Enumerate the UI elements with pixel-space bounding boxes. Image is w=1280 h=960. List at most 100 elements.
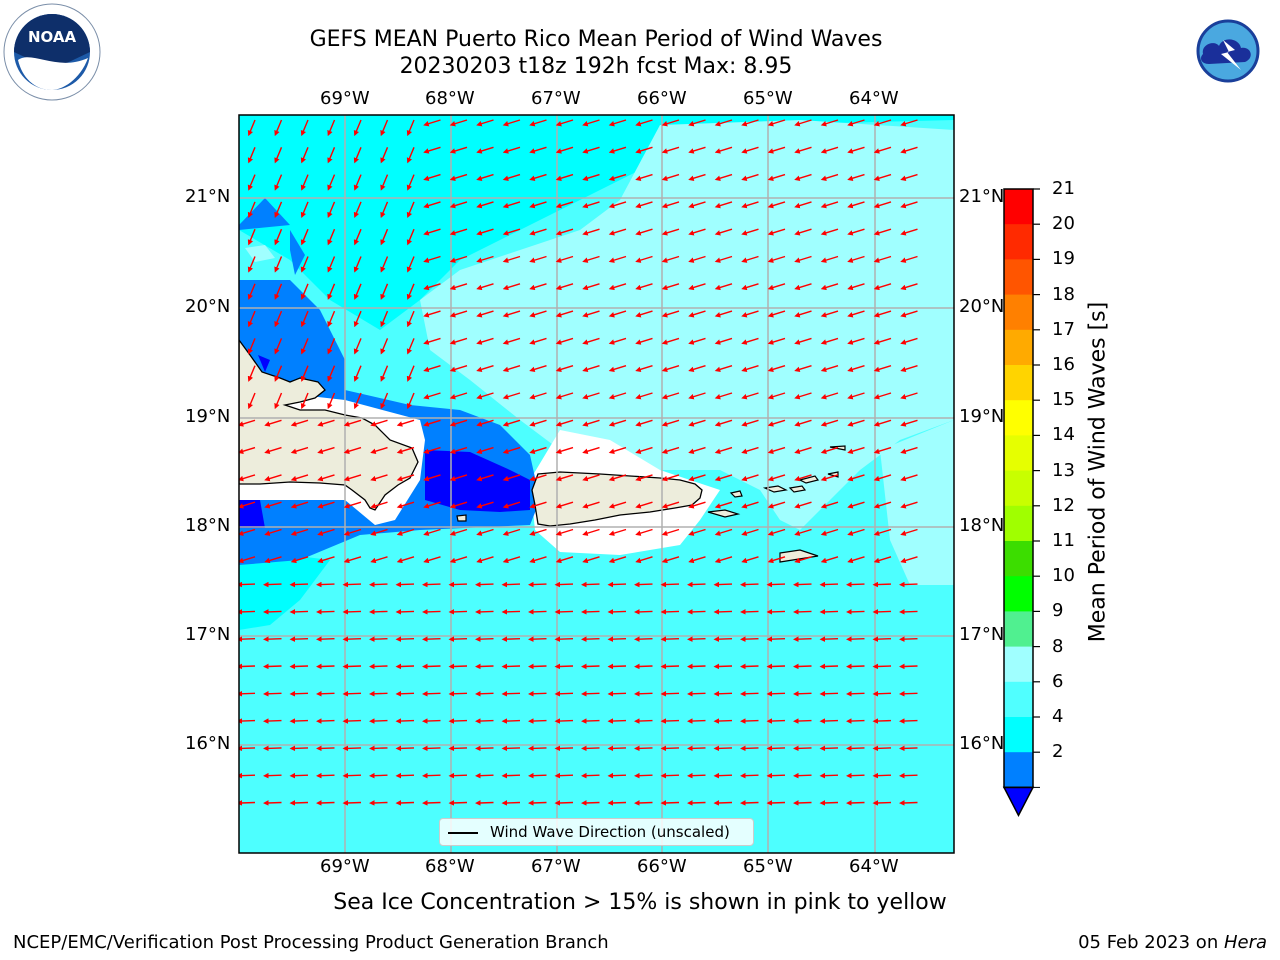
- wave-direction-arrow: [502, 501, 521, 509]
- wave-direction-arrow: [582, 337, 600, 345]
- wave-direction-arrow: [714, 228, 733, 236]
- wave-direction-arrow: [660, 609, 680, 615]
- colorbar-extend-triangle: [1002, 786, 1035, 818]
- wave-direction-arrow: [380, 228, 389, 246]
- wave-direction-arrow: [794, 255, 812, 263]
- wave-direction-arrow: [740, 609, 759, 615]
- wave-direction-arrow: [502, 337, 521, 345]
- wave-direction-arrow: [289, 663, 309, 670]
- wave-direction-arrow: [819, 636, 839, 642]
- wave-direction-arrow: [554, 663, 574, 670]
- wave-direction-arrow: [555, 556, 574, 564]
- wave-direction-arrow: [369, 718, 388, 724]
- wave-direction-arrow: [528, 772, 547, 779]
- wave-direction-arrow: [342, 690, 362, 697]
- wave-direction-arrow: [239, 772, 256, 779]
- wave-direction-arrow: [900, 556, 918, 564]
- wave-direction-arrow: [819, 581, 839, 588]
- lon-label-top: 65°W: [743, 88, 793, 109]
- wave-direction-arrow: [370, 528, 388, 536]
- wave-direction-arrow: [422, 663, 441, 670]
- wave-direction-arrow: [608, 474, 627, 482]
- wave-direction-arrow: [528, 745, 547, 752]
- wave-direction-arrow: [608, 528, 627, 536]
- wave-direction-arrow: [353, 147, 362, 164]
- wave-direction-arrow: [502, 556, 521, 564]
- wave-direction-arrow: [395, 581, 415, 588]
- wave-direction-arrow: [900, 283, 918, 291]
- wave-direction-arrow: [847, 201, 865, 209]
- wave-direction-arrow: [900, 446, 918, 454]
- wave-direction-arrow: [327, 310, 336, 328]
- wave-direction-arrow: [449, 119, 468, 127]
- wave-direction-arrow: [423, 337, 441, 345]
- wave-direction-arrow: [274, 174, 283, 191]
- wave-direction-arrow: [607, 745, 627, 752]
- colorbar-segment: [1004, 752, 1033, 788]
- wave-direction-arrow: [316, 690, 335, 697]
- wave-direction-arrow: [369, 690, 388, 697]
- wave-direction-arrow: [767, 119, 786, 127]
- wave-direction-arrow: [449, 201, 468, 209]
- wave-direction-arrow: [290, 419, 309, 427]
- wave-direction-arrow: [370, 474, 388, 482]
- lon-label-top: 69°W: [320, 88, 370, 109]
- wave-direction-arrow: [847, 419, 865, 427]
- wave-direction-arrow: [423, 474, 441, 482]
- wave-direction-arrow: [581, 581, 600, 588]
- wave-direction-arrow: [819, 663, 839, 670]
- wave-direction-arrow: [820, 255, 839, 263]
- wave-direction-arrow: [794, 392, 812, 400]
- wave-direction-arrow: [317, 528, 335, 536]
- noaa-logo-text: NOAA: [28, 28, 77, 46]
- wave-direction-arrow: [819, 609, 839, 615]
- wave-direction-arrow: [846, 745, 865, 752]
- wave-direction-arrow: [316, 581, 335, 588]
- wave-direction-arrow: [554, 636, 574, 642]
- wave-direction-arrow: [899, 690, 918, 697]
- colorbar-tick-label: 12: [1052, 494, 1075, 516]
- wave-direction-arrow: [660, 663, 680, 670]
- chart-subtitle: 20230203 t18z 192h fcst Max: 8.95: [399, 54, 793, 79]
- wave-direction-arrow: [661, 119, 680, 127]
- wave-direction-arrow: [239, 745, 256, 752]
- wave-direction-arrow: [423, 446, 441, 454]
- wave-direction-arrow: [767, 501, 786, 509]
- wave-direction-arrow: [274, 201, 283, 219]
- wave-direction-arrow: [872, 636, 892, 642]
- wave-direction-arrow: [423, 365, 441, 373]
- wave-direction-arrow: [634, 745, 653, 752]
- island-stthomas: [762, 485, 788, 493]
- wave-direction-arrow: [766, 718, 786, 724]
- wave-direction-arrow: [501, 581, 521, 588]
- wave-direction-arrow: [476, 255, 494, 263]
- wave-direction-arrow: [608, 283, 627, 291]
- wave-direction-arrow: [300, 283, 309, 300]
- wave-direction-arrow: [713, 772, 733, 779]
- wave-direction-arrow: [342, 636, 362, 642]
- wave-direction-arrow: [449, 528, 468, 536]
- wave-direction-arrow: [476, 173, 494, 181]
- wave-direction-arrow: [900, 392, 918, 400]
- sea-cyan-islet: [245, 245, 275, 262]
- wave-direction-arrow: [247, 310, 256, 328]
- wave-direction-arrow: [846, 609, 865, 615]
- wave-direction-arrow: [608, 201, 627, 209]
- wave-direction-arrow: [793, 609, 812, 615]
- sea-blue-patch2: [290, 230, 305, 275]
- wave-direction-arrow: [688, 392, 706, 400]
- wave-direction-arrow: [582, 255, 600, 263]
- wave-direction-arrow: [369, 663, 388, 670]
- wave-direction-arrow: [687, 609, 706, 615]
- wave-direction-arrow: [502, 474, 521, 482]
- wave-direction-arrow: [847, 228, 865, 236]
- lat-label-left: 21°N: [185, 186, 231, 207]
- wave-direction-arrow: [316, 663, 335, 670]
- wave-direction-arrow: [582, 146, 600, 154]
- wave-direction-arrow: [263, 800, 282, 806]
- colorbar-segment: [1004, 224, 1033, 260]
- wave-direction-arrow: [741, 146, 759, 154]
- wave-direction-arrow: [423, 201, 441, 209]
- lon-label-bottom: 66°W: [637, 856, 687, 877]
- wave-direction-arrow: [873, 556, 892, 564]
